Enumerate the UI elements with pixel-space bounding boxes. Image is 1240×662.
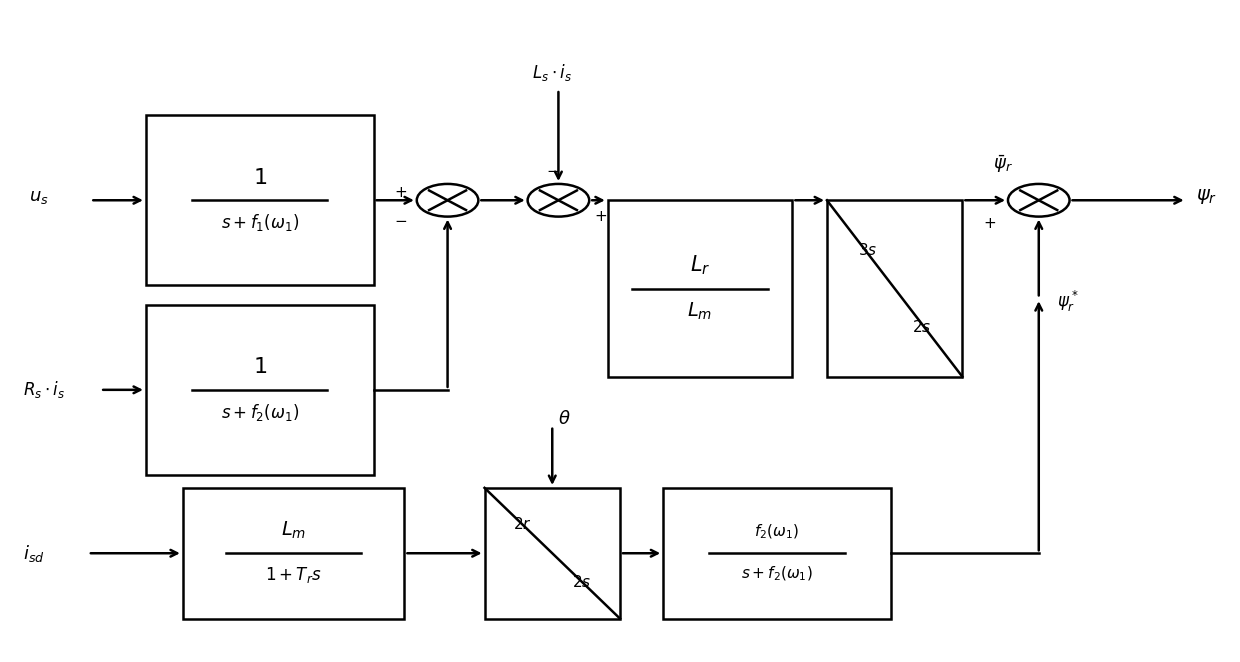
Text: $f_2(\omega_1)$: $f_2(\omega_1)$	[754, 523, 800, 542]
Text: $+$: $+$	[394, 185, 407, 200]
Bar	[182, 488, 404, 618]
Bar	[608, 201, 792, 377]
Text: $L_r$: $L_r$	[689, 253, 711, 277]
Text: $2s$: $2s$	[573, 574, 591, 590]
Text: $R_s \cdot i_s$: $R_s \cdot i_s$	[22, 379, 64, 401]
Text: $+$: $+$	[594, 209, 608, 224]
Text: $\psi_r^*$: $\psi_r^*$	[1058, 289, 1079, 314]
Bar	[663, 488, 892, 618]
Text: $i_{sd}$: $i_{sd}$	[22, 543, 45, 564]
Bar	[146, 305, 373, 475]
Text: $\psi_r$: $\psi_r$	[1197, 187, 1218, 207]
Text: $s+f_2(\omega_1)$: $s+f_2(\omega_1)$	[742, 565, 813, 583]
Text: $s+f_2(\omega_1)$: $s+f_2(\omega_1)$	[221, 402, 299, 422]
Text: $\bar{\psi}_r$: $\bar{\psi}_r$	[993, 154, 1013, 175]
Text: $\theta$: $\theta$	[558, 410, 570, 428]
Text: $L_m$: $L_m$	[281, 520, 306, 542]
Text: $L_m$: $L_m$	[687, 301, 713, 322]
Bar	[485, 488, 620, 618]
Text: $2r$: $2r$	[513, 516, 532, 532]
Text: $1$: $1$	[253, 356, 267, 378]
Text: $u_s$: $u_s$	[29, 188, 48, 206]
Text: $1$: $1$	[253, 167, 267, 189]
Text: $-$: $-$	[546, 162, 559, 177]
Text: $+$: $+$	[983, 216, 996, 230]
Text: $s+f_1(\omega_1)$: $s+f_1(\omega_1)$	[221, 212, 299, 233]
Text: $3s$: $3s$	[858, 242, 877, 258]
Text: $2s$: $2s$	[913, 319, 931, 336]
Bar	[827, 201, 962, 377]
Text: $1+T_r s$: $1+T_r s$	[265, 565, 322, 585]
Text: $-$: $-$	[394, 213, 407, 227]
Bar	[146, 115, 373, 285]
Text: $L_s \cdot i_s$: $L_s \cdot i_s$	[532, 62, 573, 83]
